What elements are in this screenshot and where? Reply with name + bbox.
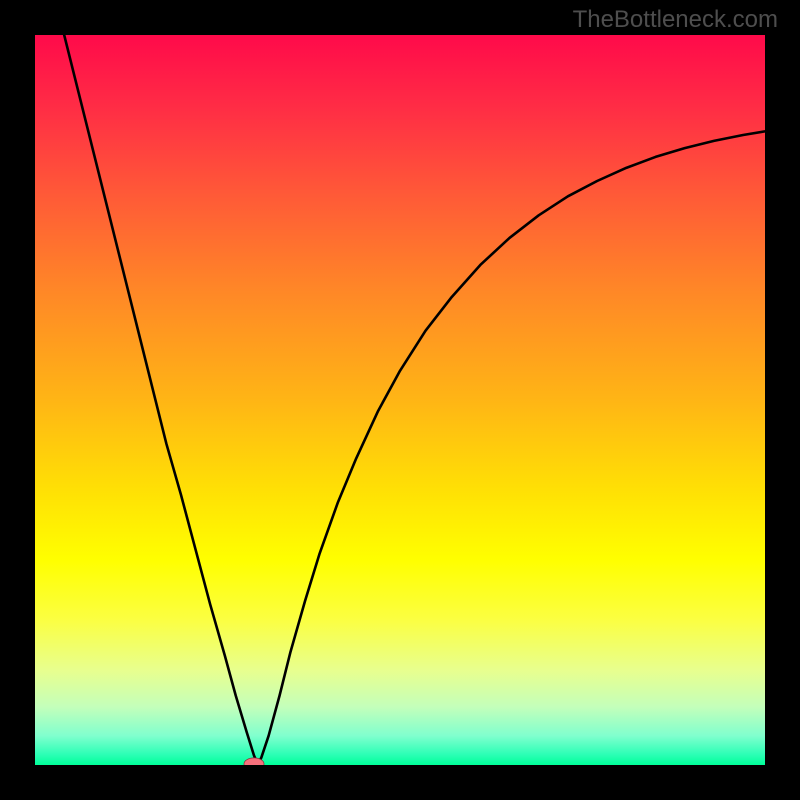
watermark-text: TheBottleneck.com bbox=[573, 6, 778, 34]
plot-area bbox=[35, 35, 765, 765]
plot-svg bbox=[35, 35, 765, 765]
gradient-background bbox=[35, 35, 765, 765]
chart-container: TheBottleneck.com bbox=[0, 0, 800, 800]
